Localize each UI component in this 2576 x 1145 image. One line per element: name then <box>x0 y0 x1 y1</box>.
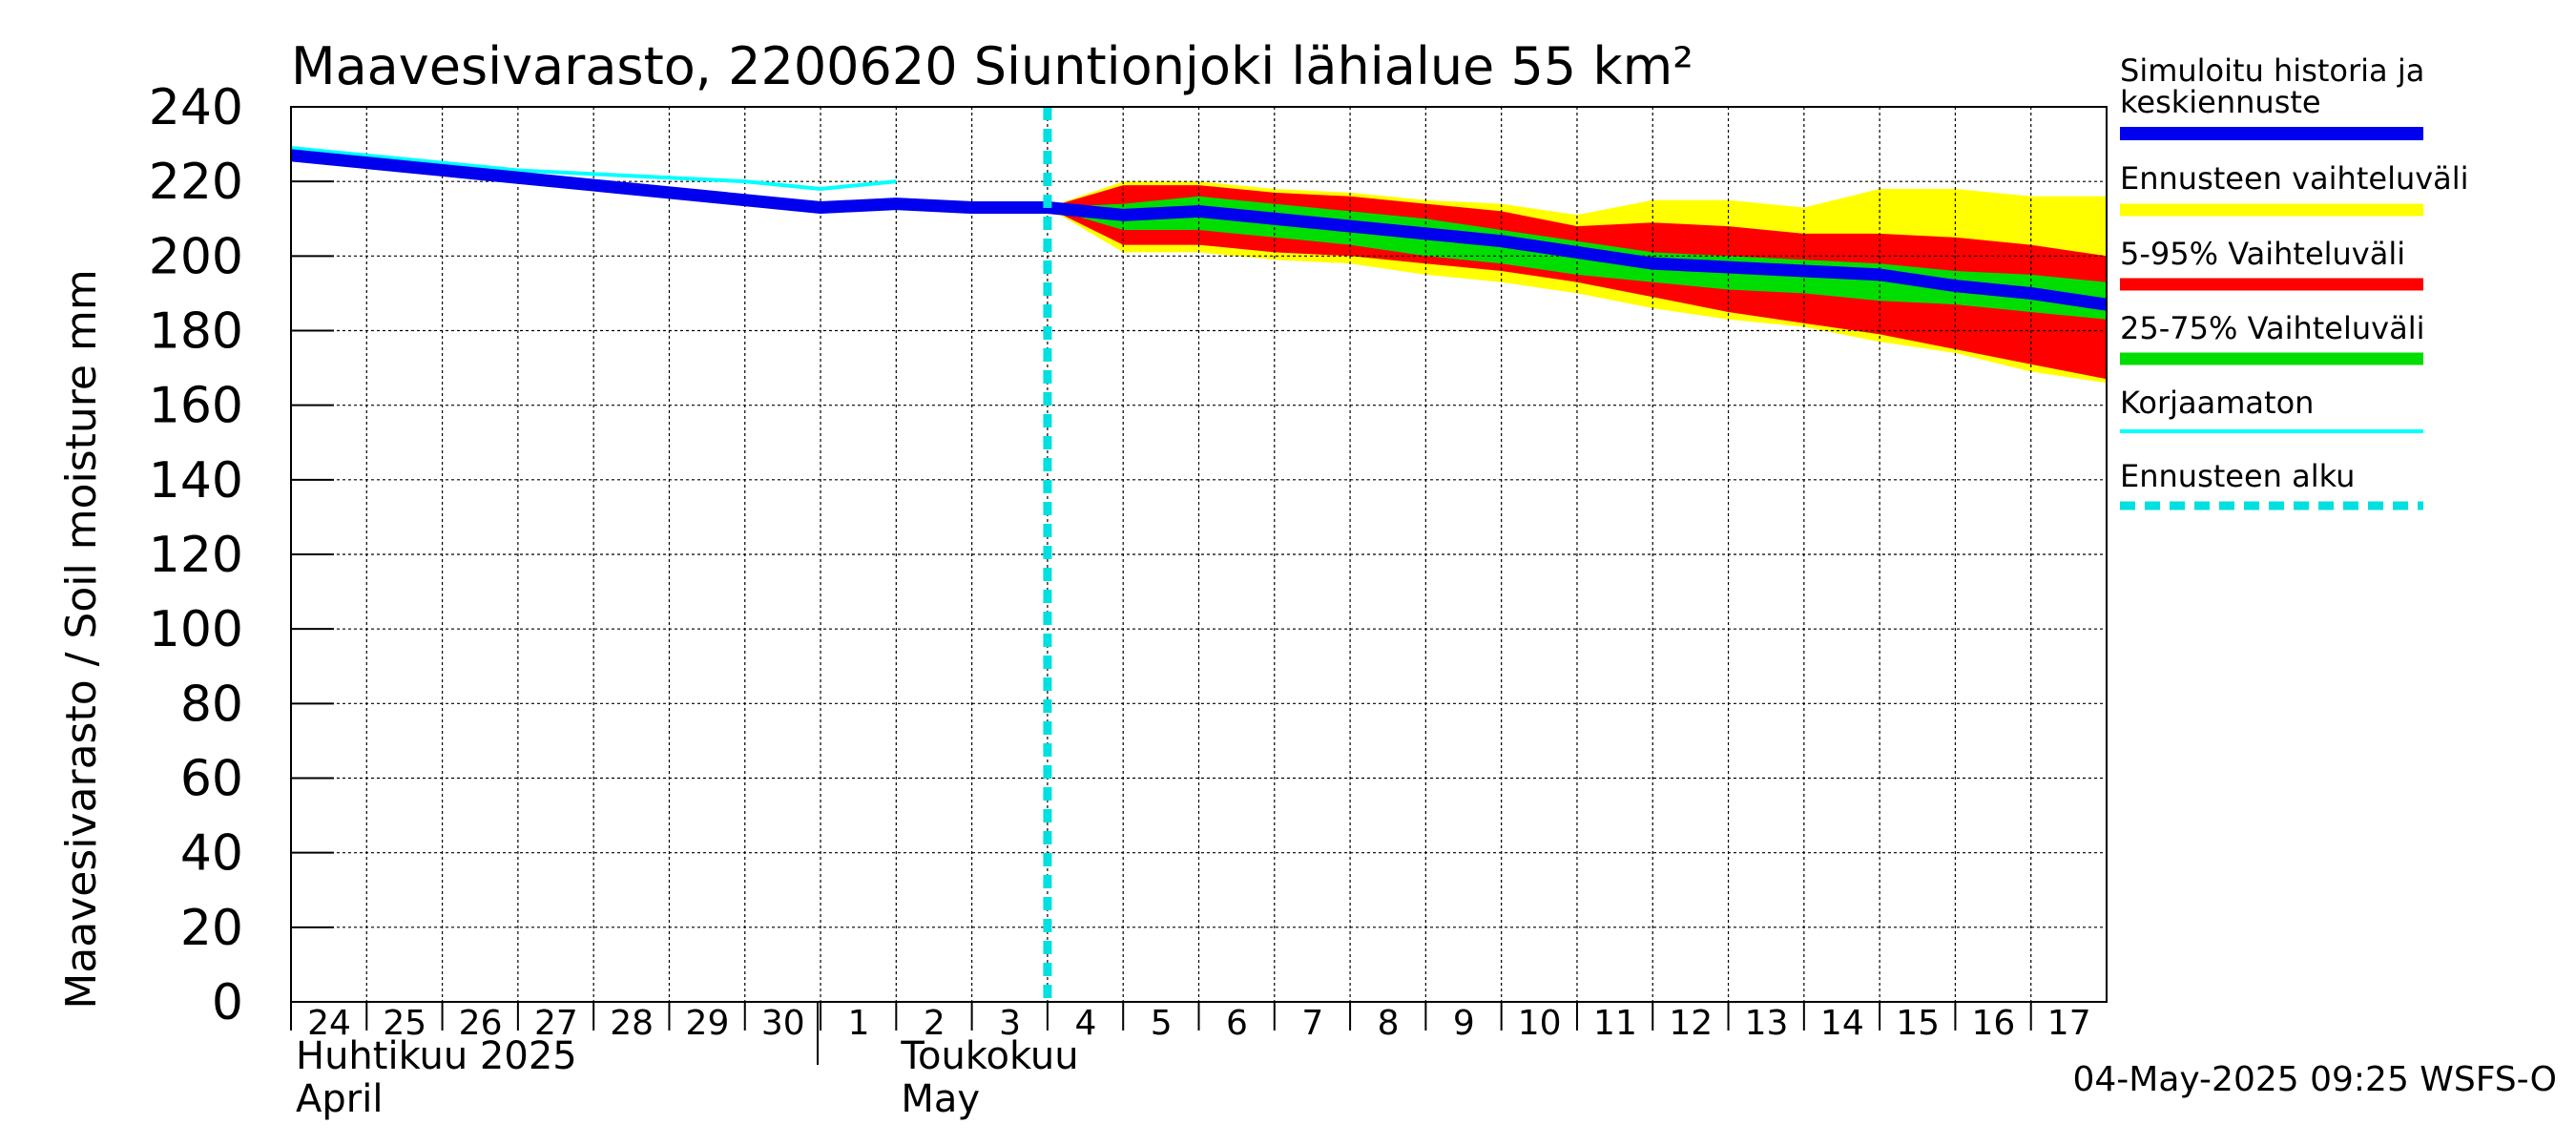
legend-swatch-range <box>2120 203 2423 217</box>
legend-label-sim: Simuloitu historia ja keskiennuste <box>2120 52 2424 120</box>
x-tick-label: 12 <box>1669 1004 1713 1043</box>
x-tick-label: 7 <box>1301 1004 1323 1043</box>
x-tick-label: 3 <box>999 1004 1021 1043</box>
series-lines <box>290 107 2108 1002</box>
x-tick-label: 17 <box>2047 1004 2091 1043</box>
legend-label-uncorrected: Korjaamaton <box>2120 385 2314 421</box>
x-tick-label: 6 <box>1226 1004 1248 1043</box>
x-tick-label: 8 <box>1378 1004 1400 1043</box>
y-tick-label: 60 <box>180 751 243 808</box>
y-tick-label: 160 <box>149 378 243 435</box>
legend-label-range: Ennusteen vaihteluväli <box>2120 160 2469 197</box>
month-label-en: April <box>296 1077 383 1121</box>
series-line-uncorrected <box>290 146 897 191</box>
month-label-fi: Huhtikuu 2025 <box>296 1034 577 1078</box>
y-tick-label: 220 <box>149 154 243 211</box>
x-tick-label: 30 <box>761 1004 805 1043</box>
series-line-mean <box>290 149 2108 311</box>
x-tick-label: 29 <box>686 1004 730 1043</box>
x-tick-label: 15 <box>1896 1004 1940 1043</box>
y-tick-label: 120 <box>149 527 243 584</box>
x-tick-label: 1 <box>848 1004 870 1043</box>
legend-label-fstart: Ennusteen alku <box>2120 458 2355 494</box>
legend-label-p5_95: 5-95% Vaihteluväli <box>2120 236 2405 272</box>
y-axis-label: Maavesivarasto / Soil moisture mm <box>57 269 106 1009</box>
x-tick-label: 13 <box>1745 1004 1789 1043</box>
x-tick-label: 4 <box>1074 1004 1096 1043</box>
y-axis: 0 20 40 60 80 100 120 140 160 180 200 220 240 <box>149 79 334 1031</box>
month-label-fi: Toukokuu <box>900 1034 1078 1078</box>
x-tick-label: 14 <box>1820 1004 1864 1043</box>
y-tick-label: 240 <box>149 79 243 136</box>
x-tick-label: 16 <box>1972 1004 2016 1043</box>
x-tick-label: 2 <box>924 1004 945 1043</box>
legend-swatch-p5_95 <box>2120 278 2423 291</box>
timestamp: 04-May-2025 09:25 WSFS-O <box>2072 1060 2557 1099</box>
chart-title: Maavesivarasto, 2200620 Siuntionjoki läh… <box>291 36 1693 96</box>
x-tick-label: 26 <box>459 1004 503 1043</box>
legend-swatch-sim <box>2120 127 2423 140</box>
y-tick-label: 180 <box>149 303 243 361</box>
x-tick-label: 27 <box>534 1004 578 1043</box>
x-tick-label: 24 <box>307 1004 351 1043</box>
x-axis: 24 25 26 27 28 29 30 1 2 3 4 5 6 7 8 9 10 11 12 13 14 15 16 17H… <box>290 1002 2091 1121</box>
x-tick-label: 28 <box>610 1004 654 1043</box>
month-label-en: May <box>901 1077 980 1121</box>
legend-swatch-uncorrected <box>2120 429 2423 433</box>
x-tick-label: 5 <box>1151 1004 1173 1043</box>
legend: Simuloitu historia ja keskiennuste Ennuste… <box>2120 52 2469 510</box>
x-tick-label: 11 <box>1593 1004 1637 1043</box>
legend-label-line: Simuloitu historia ja <box>2120 52 2424 89</box>
x-tick-label: 9 <box>1453 1004 1475 1043</box>
y-tick-label: 100 <box>149 601 243 658</box>
x-tick-label: 25 <box>383 1004 426 1043</box>
y-tick-label: 200 <box>149 228 243 285</box>
legend-swatch-p25_75 <box>2120 352 2423 365</box>
y-tick-label: 0 <box>212 974 243 1031</box>
legend-label-p25_75: 25-75% Vaihteluväli <box>2120 310 2424 346</box>
legend-label-line: keskiennuste <box>2120 84 2321 120</box>
y-tick-label: 80 <box>180 676 243 733</box>
y-tick-label: 140 <box>149 452 243 510</box>
y-tick-label: 40 <box>180 825 243 883</box>
x-tick-label: 10 <box>1518 1004 1562 1043</box>
y-tick-label: 20 <box>180 900 243 957</box>
